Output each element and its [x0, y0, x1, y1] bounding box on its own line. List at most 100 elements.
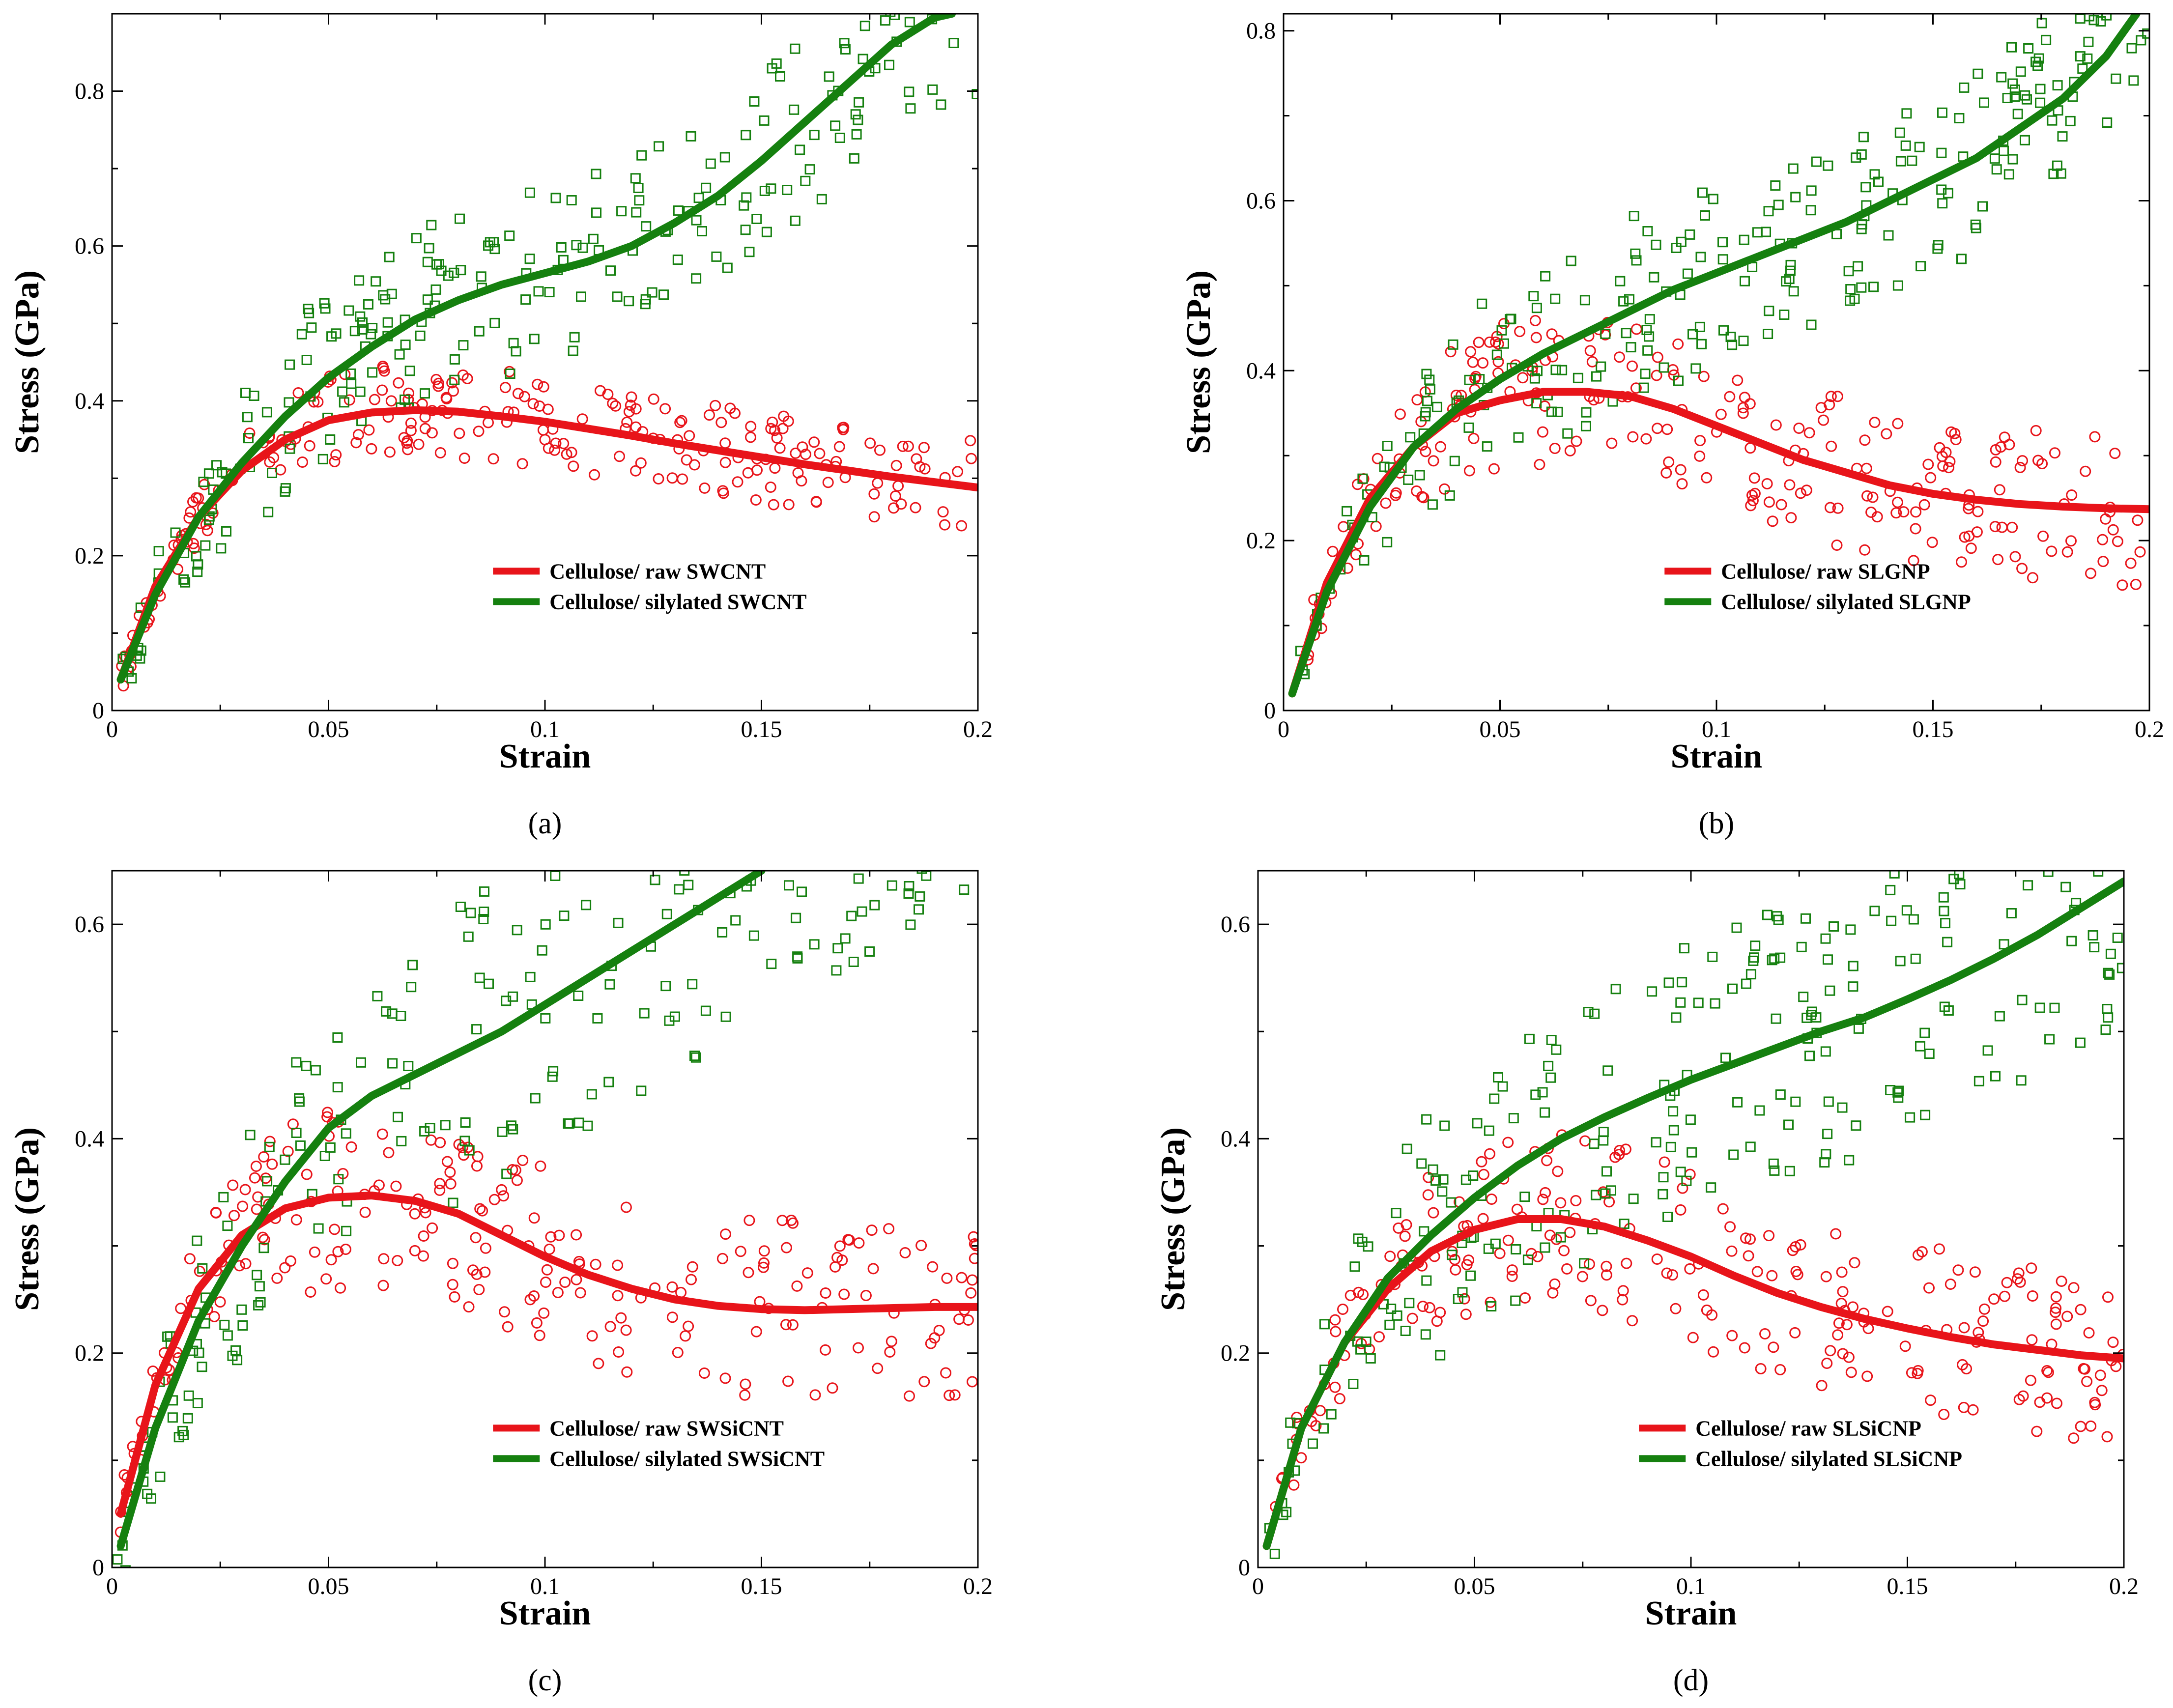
data-point	[538, 381, 549, 393]
data-point	[1869, 417, 1881, 428]
data-point	[824, 71, 834, 82]
y-tick-label: 0.6	[75, 911, 104, 938]
data-point	[1281, 1507, 1292, 1517]
data-point	[1602, 1065, 1613, 1076]
x-tick-label: 0.2	[2135, 716, 2164, 742]
data-point	[1784, 1166, 1795, 1176]
data-point	[1562, 428, 1573, 439]
data-point	[1939, 906, 1949, 916]
data-point	[1925, 1395, 1937, 1406]
data-point	[1934, 442, 1945, 454]
data-point	[1952, 1264, 1964, 1276]
data-point	[382, 317, 393, 328]
data-point	[473, 426, 485, 437]
data-point	[1882, 1306, 1893, 1317]
data-point	[424, 243, 434, 254]
data-point	[257, 1231, 269, 1243]
data-point	[1628, 1194, 1639, 1204]
data-point	[1938, 1409, 1950, 1420]
data-point	[2112, 933, 2123, 943]
x-tick-label: 0.2	[963, 1573, 993, 1599]
data-point	[808, 436, 820, 448]
data-point	[1724, 1221, 1736, 1233]
data-point	[1989, 521, 2001, 533]
data-point	[533, 286, 544, 297]
data-point	[1550, 293, 1561, 304]
data-point	[552, 1287, 564, 1298]
data-point	[280, 1154, 290, 1165]
data-point	[511, 346, 521, 357]
data-point	[929, 1332, 941, 1344]
data-point	[1511, 1244, 1521, 1254]
data-point	[849, 153, 859, 164]
data-point	[790, 215, 801, 226]
data-point	[1644, 314, 1655, 325]
data-point	[1883, 230, 1894, 241]
data-point	[1525, 1248, 1537, 1259]
data-point	[1629, 211, 1639, 222]
fit-curve	[1262, 1215, 2124, 1550]
data-point	[1698, 370, 1710, 382]
data-point	[2049, 1002, 2060, 1013]
data-point	[956, 520, 968, 532]
data-point	[2100, 1025, 2111, 1035]
data-point	[1901, 108, 1912, 119]
data-point	[2057, 131, 2068, 142]
data-point	[1420, 446, 1431, 457]
data-point	[1532, 366, 1543, 376]
data-point	[197, 1263, 208, 1274]
data-point	[1601, 1269, 1612, 1281]
data-point	[1955, 879, 1966, 890]
y-tick-label: 0.4	[75, 1126, 104, 1152]
data-point	[445, 1178, 457, 1190]
data-point	[1318, 1423, 1329, 1434]
data-point	[2030, 425, 2042, 436]
data-point	[393, 1111, 403, 1122]
data-point	[1693, 997, 1704, 1008]
data-point	[2050, 1318, 2062, 1330]
data-point	[604, 1321, 616, 1333]
legend-d: Cellulose/ raw SLSiCNP Cellulose/ silyla…	[1639, 1416, 1962, 1471]
data-point	[743, 1215, 755, 1226]
data-point	[897, 440, 909, 452]
data-point	[1596, 361, 1606, 372]
data-point	[2104, 969, 2115, 980]
data-point	[331, 328, 342, 339]
data-point	[1355, 1344, 1366, 1355]
data-point	[691, 273, 702, 284]
data-point	[332, 1082, 343, 1093]
data-point	[761, 227, 772, 237]
data-point	[602, 389, 614, 400]
data-point	[1285, 1417, 1296, 1428]
data-point	[1624, 294, 1634, 305]
data-point	[834, 133, 845, 143]
data-point	[1963, 503, 1974, 514]
data-point	[2023, 43, 2034, 54]
data-point	[1768, 1341, 1779, 1353]
data-point	[672, 1347, 684, 1358]
data-point	[385, 395, 397, 407]
data-point	[1859, 434, 1871, 446]
data-point	[329, 1224, 341, 1235]
data-point	[378, 1253, 390, 1265]
data-point	[722, 262, 733, 273]
data-point	[167, 1412, 178, 1423]
data-point	[2006, 42, 2017, 53]
data-point	[345, 368, 356, 379]
data-point	[1652, 351, 1663, 363]
data-point	[1804, 1051, 1815, 1061]
data-point	[444, 1167, 456, 1178]
data-point	[243, 433, 254, 444]
data-point	[664, 1015, 675, 1026]
data-point	[918, 1376, 930, 1388]
x-axis-title-a: Strain	[499, 738, 591, 775]
data-point	[214, 1296, 226, 1308]
data-point	[426, 220, 437, 230]
data-point	[621, 416, 633, 428]
data-point	[1893, 1085, 1904, 1096]
data-point	[1687, 1332, 1699, 1343]
data-point	[918, 442, 930, 454]
data-point	[2026, 1262, 2037, 1274]
data-point	[474, 972, 485, 983]
data-point	[1806, 319, 1817, 330]
